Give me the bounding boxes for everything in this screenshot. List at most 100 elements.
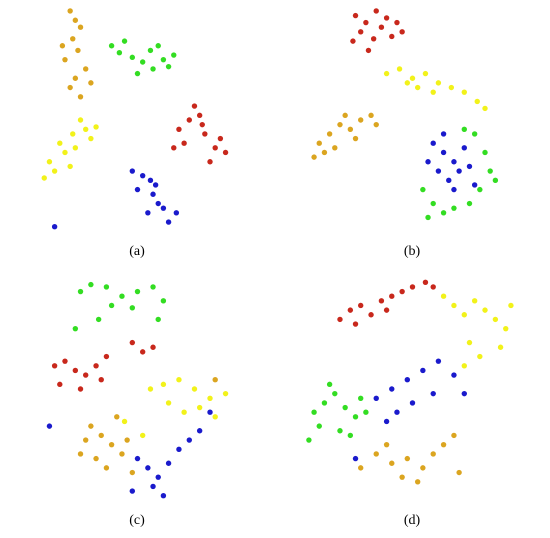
point: [446, 177, 452, 184]
point: [389, 33, 395, 40]
point: [404, 80, 411, 86]
point: [150, 344, 156, 350]
point: [383, 70, 390, 77]
point: [451, 372, 457, 378]
point: [332, 145, 338, 151]
point: [373, 121, 379, 128]
point: [487, 168, 493, 174]
point: [114, 414, 120, 420]
point: [59, 43, 66, 49]
point: [508, 302, 514, 309]
point: [83, 372, 89, 378]
point: [477, 353, 483, 360]
point: [212, 414, 218, 420]
point: [222, 390, 229, 397]
point: [62, 149, 68, 156]
point: [72, 367, 79, 374]
point: [160, 493, 167, 499]
point: [409, 284, 416, 290]
point: [145, 210, 151, 216]
point: [165, 219, 172, 225]
point: [440, 441, 447, 448]
point: [196, 404, 203, 411]
point: [181, 140, 187, 146]
point: [466, 339, 473, 346]
point: [116, 50, 123, 56]
point: [352, 414, 359, 420]
point: [352, 455, 359, 462]
point: [471, 131, 478, 137]
point: [482, 149, 488, 156]
point: [383, 418, 390, 425]
point: [176, 126, 182, 132]
point: [414, 84, 421, 91]
point: [108, 441, 115, 448]
point: [191, 103, 198, 109]
point: [492, 316, 499, 323]
point: [337, 121, 343, 128]
point: [409, 75, 416, 81]
point: [435, 358, 442, 364]
point: [311, 409, 317, 415]
point: [77, 386, 84, 392]
point: [103, 284, 110, 290]
point: [471, 182, 478, 188]
point: [129, 488, 136, 494]
point: [139, 432, 146, 439]
point: [77, 24, 84, 30]
point: [448, 84, 455, 91]
point: [46, 159, 53, 165]
point: [139, 172, 146, 179]
point: [430, 140, 436, 146]
point: [57, 140, 63, 146]
point: [373, 395, 379, 401]
point: [186, 117, 192, 123]
point: [451, 186, 457, 193]
point: [152, 182, 159, 188]
point: [440, 149, 447, 156]
point: [160, 298, 167, 304]
point: [383, 307, 390, 313]
point: [368, 112, 374, 119]
point: [95, 316, 102, 323]
point: [337, 428, 343, 434]
point: [207, 159, 213, 165]
point: [347, 126, 354, 132]
point: [160, 205, 167, 211]
point: [83, 66, 89, 72]
point: [171, 145, 177, 151]
point: [430, 390, 436, 397]
point: [326, 131, 333, 137]
point: [98, 377, 104, 383]
point: [129, 54, 136, 61]
point: [430, 200, 436, 207]
point: [67, 163, 73, 170]
point: [108, 43, 115, 49]
point: [420, 465, 426, 471]
point: [383, 15, 390, 21]
point: [212, 145, 218, 151]
point: [425, 159, 431, 165]
point: [332, 390, 338, 397]
point: [451, 432, 457, 439]
point: [77, 94, 84, 100]
point: [430, 89, 436, 95]
point: [471, 298, 478, 304]
point: [503, 325, 509, 332]
point: [451, 205, 457, 211]
point: [368, 312, 374, 318]
point: [199, 121, 205, 128]
point: [62, 358, 68, 364]
panel-caption: (b): [404, 244, 421, 259]
point: [83, 126, 89, 132]
point: [145, 465, 151, 471]
point: [456, 469, 462, 476]
point: [358, 29, 364, 35]
point: [134, 455, 141, 462]
point: [316, 423, 322, 429]
point: [389, 460, 395, 466]
point: [155, 474, 161, 480]
point: [352, 12, 359, 19]
point: [422, 70, 429, 77]
